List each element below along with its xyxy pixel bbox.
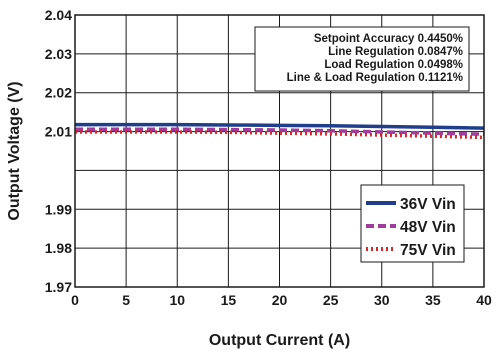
series-line-75v-vin (75, 130, 485, 140)
x-tick-label-25: 25 (323, 292, 339, 308)
legend: 36V Vin 48V Vin 75V Vin (360, 184, 465, 263)
y-tick-label-1.98: 1.98 (45, 240, 72, 256)
x-tick-label-5: 5 (122, 292, 130, 308)
annotation-load-regulation: Load Regulation 0.0498% (324, 59, 463, 71)
plot-frame (74, 14, 485, 288)
annotation-frame (254, 26, 470, 92)
x-tick-label-15: 15 (221, 292, 237, 308)
annotation-line-regulation: Line Regulation 0.0847% (328, 46, 463, 58)
x-tick-label-40: 40 (476, 292, 492, 308)
series-lines (75, 122, 485, 140)
annotation-setpoint-accuracy: Setpoint Accuracy 0.4450% (314, 33, 463, 45)
x-tick-label-10: 10 (169, 292, 185, 308)
x-tick-label-30: 30 (374, 292, 390, 308)
legend-label-48v: 48V Vin (400, 219, 456, 236)
series-line-36v-vin (75, 122, 485, 130)
x-tick-label-20: 20 (272, 292, 288, 308)
x-axis-ticks: 0 5 10 15 20 25 30 35 40 (71, 292, 492, 308)
y-tick-label-2.03: 2.03 (45, 46, 72, 62)
legend-frame (360, 184, 465, 263)
y-axis-title: Output Voltage (V) (6, 81, 23, 220)
x-tick-label-35: 35 (425, 292, 441, 308)
annotation-line-load-regulation: Line & Load Regulation 0.1121% (287, 72, 463, 84)
y-axis-ticks: 1.97 1.98 1.99 2.01 2.02 2.03 2.04 (45, 7, 72, 295)
y-tick-label-2.04: 2.04 (45, 7, 72, 23)
legend-label-75v: 75V Vin (400, 242, 456, 259)
series-line-48v-vin (75, 127, 485, 137)
y-tick-label-2.01: 2.01 (45, 124, 72, 140)
x-axis-title: Output Current (A) (209, 332, 350, 349)
y-tick-label-1.99: 1.99 (45, 201, 72, 217)
legend-label-36v: 36V Vin (400, 196, 456, 213)
x-tick-label-0: 0 (71, 292, 79, 308)
y-tick-label-1.97: 1.97 (45, 279, 72, 295)
y-tick-label-2.02: 2.02 (45, 85, 72, 101)
annotation-box: Setpoint Accuracy 0.4450% Line Regulatio… (254, 26, 470, 92)
